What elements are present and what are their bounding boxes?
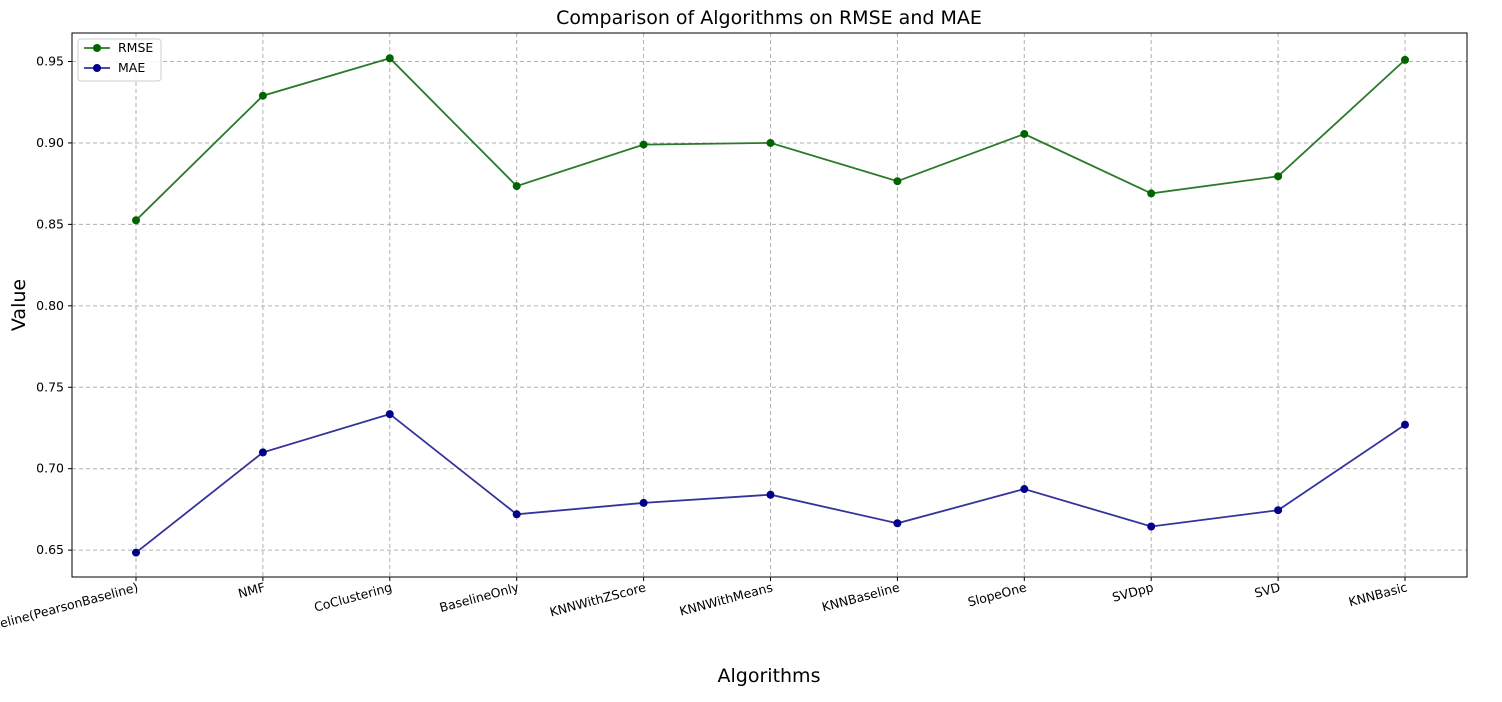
data-point (385, 54, 394, 63)
y-axis-ticks: 0.65 0.70 0.75 0.80 0.85 0.90 0.95 (36, 54, 72, 557)
x-tick-label: CoClustering (312, 579, 393, 614)
series-rmse (132, 54, 1409, 225)
data-point (766, 490, 775, 499)
data-point (1147, 522, 1156, 531)
data-point (1020, 485, 1029, 494)
y-tick-label: 0.75 (36, 379, 64, 394)
x-tick-label: NMF (236, 579, 266, 601)
y-axis-label: Value (8, 279, 30, 331)
grid-lines (72, 33, 1467, 577)
data-point (1274, 172, 1283, 181)
x-tick-label: KNNBaseline (820, 579, 901, 614)
series-mae (132, 410, 1409, 557)
data-point (1020, 129, 1029, 138)
x-axis-label: Algorithms (718, 665, 821, 687)
data-point (1274, 506, 1283, 515)
legend-label: MAE (118, 60, 145, 75)
data-point (385, 410, 394, 419)
data-point (639, 140, 648, 149)
data-point (1401, 420, 1409, 429)
data-point (132, 548, 140, 557)
data-point (1401, 55, 1409, 64)
x-tick-label: SVD (1253, 579, 1282, 600)
x-tick-label: KNNWithMeans (678, 579, 774, 618)
data-point (132, 216, 140, 225)
legend-marker (93, 44, 101, 52)
y-tick-label: 0.80 (36, 298, 64, 313)
legend: RMSE MAE (77, 38, 162, 82)
plot-frame (71, 32, 1468, 578)
y-tick-label: 0.95 (36, 54, 64, 69)
y-tick-label: 0.70 (36, 461, 64, 476)
x-tick-label: KNNBaseline(PearsonBaseline) (0, 579, 140, 643)
x-tick-label: SlopeOne (966, 579, 1028, 609)
x-tick-label: KNNBasic (1347, 579, 1409, 609)
x-axis-ticks: KNNBaseline(PearsonBaseline) NMF CoCluster… (0, 577, 1409, 644)
legend-label: RMSE (118, 40, 153, 55)
y-tick-label: 0.90 (36, 135, 64, 150)
legend-marker (93, 64, 101, 72)
x-tick-label: KNNWithZScore (548, 579, 648, 619)
data-point (258, 448, 267, 457)
y-tick-label: 0.85 (36, 216, 64, 231)
x-tick-label: BaselineOnly (438, 579, 521, 615)
data-point (512, 182, 521, 191)
data-point (766, 138, 775, 147)
series-layer (132, 54, 1409, 557)
data-point (258, 91, 267, 100)
data-point (512, 510, 521, 519)
data-point (1147, 189, 1156, 198)
data-point (893, 177, 902, 186)
y-tick-label: 0.65 (36, 542, 64, 557)
x-tick-label: SVDpp (1111, 579, 1155, 604)
data-point (893, 519, 902, 528)
data-point (639, 498, 648, 507)
chart-title: Comparison of Algorithms on RMSE and MAE (556, 7, 982, 29)
